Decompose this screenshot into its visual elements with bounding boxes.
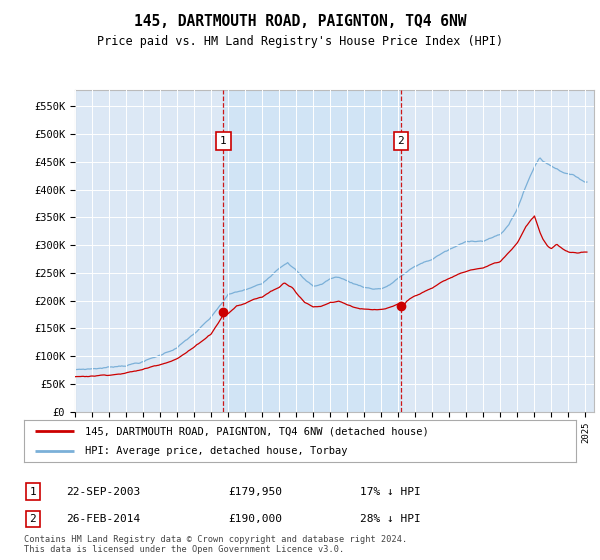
Text: 26-FEB-2014: 26-FEB-2014 (66, 514, 140, 524)
Text: 145, DARTMOUTH ROAD, PAIGNTON, TQ4 6NW: 145, DARTMOUTH ROAD, PAIGNTON, TQ4 6NW (134, 14, 466, 29)
Text: 2: 2 (397, 136, 404, 146)
Text: Contains HM Land Registry data © Crown copyright and database right 2024.
This d: Contains HM Land Registry data © Crown c… (24, 535, 407, 554)
Text: 2: 2 (29, 514, 37, 524)
Text: Price paid vs. HM Land Registry's House Price Index (HPI): Price paid vs. HM Land Registry's House … (97, 35, 503, 48)
Text: 17% ↓ HPI: 17% ↓ HPI (360, 487, 421, 497)
Text: HPI: Average price, detached house, Torbay: HPI: Average price, detached house, Torb… (85, 446, 347, 456)
Bar (223, 90, 401, 412)
Text: 1: 1 (220, 136, 227, 146)
Text: £179,950: £179,950 (228, 487, 282, 497)
Text: 145, DARTMOUTH ROAD, PAIGNTON, TQ4 6NW (detached house): 145, DARTMOUTH ROAD, PAIGNTON, TQ4 6NW (… (85, 426, 428, 436)
Text: 28% ↓ HPI: 28% ↓ HPI (360, 514, 421, 524)
Text: 1: 1 (29, 487, 37, 497)
Text: 22-SEP-2003: 22-SEP-2003 (66, 487, 140, 497)
Text: £190,000: £190,000 (228, 514, 282, 524)
